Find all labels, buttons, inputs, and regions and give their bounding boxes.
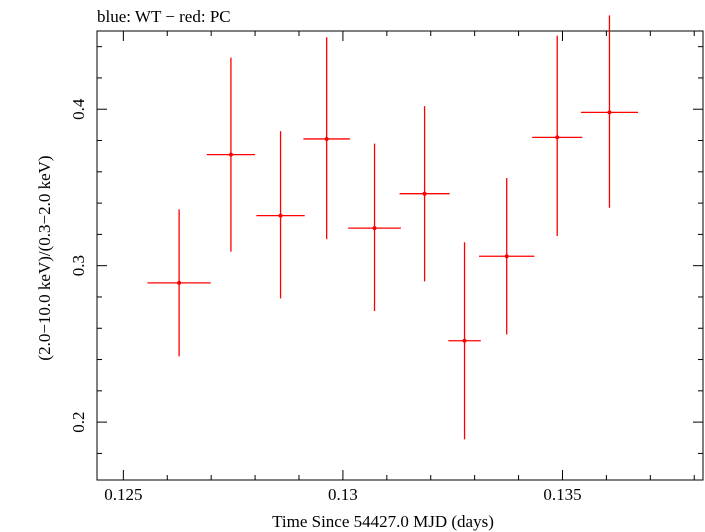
data-point <box>532 35 583 236</box>
data-marker <box>504 254 509 259</box>
data-point <box>256 131 305 299</box>
x-tick-label: 0.135 <box>543 485 581 504</box>
y-tick-label: 0.2 <box>69 411 88 432</box>
axis-ticks: 0.125 0.13 0.135 0.2 0.3 0.4 <box>69 31 703 504</box>
data-point <box>580 15 639 208</box>
data-point <box>147 209 211 357</box>
data-point <box>399 106 450 282</box>
data-marker <box>422 191 427 196</box>
data-marker <box>177 280 182 285</box>
data-marker <box>324 136 329 141</box>
y-tick-label: 0.4 <box>69 98 88 120</box>
data-marker <box>607 110 612 115</box>
data-marker <box>278 213 283 218</box>
data-point <box>348 143 401 312</box>
data-marker <box>228 152 233 157</box>
data-point <box>448 242 481 440</box>
y-tick-label: 0.3 <box>69 255 88 276</box>
data-point <box>479 178 535 335</box>
x-tick-label: 0.125 <box>104 485 142 504</box>
data-point <box>303 37 350 240</box>
plot-frame <box>96 30 704 481</box>
data-marks <box>147 15 639 440</box>
data-point <box>206 57 256 252</box>
data-marker <box>462 338 467 343</box>
x-axis-label: Time Since 54427.0 MJD (days) <box>272 512 494 531</box>
data-marker <box>555 135 560 140</box>
y-axis-label: (2.0−10.0 keV)/(0.3−2.0 keV) <box>35 155 54 360</box>
data-marker <box>372 226 377 231</box>
x-tick-label: 0.13 <box>328 485 358 504</box>
chart-title: blue: WT − red: PC <box>97 7 231 26</box>
